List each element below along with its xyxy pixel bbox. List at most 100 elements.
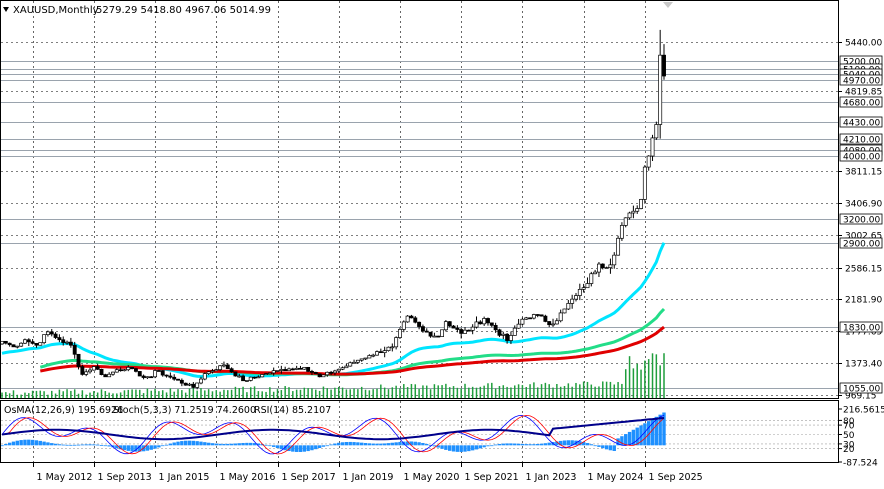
candle-body [562, 308, 567, 314]
candle-body [501, 333, 506, 336]
osma-bar [398, 441, 402, 446]
candle-body [593, 271, 598, 275]
osma-bar [486, 445, 490, 447]
osma-bar [84, 444, 88, 446]
rsi-line [1, 417, 665, 441]
osma-bar [543, 443, 548, 446]
osma-bar [520, 443, 525, 446]
dropdown-triangle-icon[interactable] [3, 7, 9, 12]
osma-bar [153, 445, 157, 449]
osma-bar [226, 443, 230, 446]
chart-shift-marker-icon[interactable] [663, 2, 673, 8]
candle-body [420, 326, 425, 332]
time-tick-label: 1 Sep 2021 [465, 472, 519, 483]
osma-bar [566, 440, 571, 446]
candle-body [233, 371, 238, 377]
osma-bar [50, 443, 54, 446]
price-tick-label: 3002.65 [845, 232, 882, 242]
osma-bar [646, 421, 651, 446]
osma-bar [631, 429, 636, 446]
candle-body [15, 345, 20, 348]
candle-body [3, 340, 8, 344]
candle-body [172, 376, 177, 380]
candle-body [639, 199, 643, 209]
candle-body [650, 137, 655, 157]
candle-body [267, 372, 272, 375]
candle-body [195, 382, 200, 388]
candle-body [283, 369, 288, 372]
osma-bar [578, 441, 582, 446]
symbol-header: XAUUSD,Monthly 5279.29 5418.80 4967.06 5… [3, 5, 271, 16]
candle-body [91, 366, 96, 371]
candle-body [321, 374, 326, 378]
osma-bar [394, 442, 398, 446]
candle-body [612, 254, 617, 266]
time-tick-label: 1 May 2020 [404, 472, 460, 483]
candle-body [371, 354, 376, 357]
price-tick-label: 2586.15 [845, 265, 882, 275]
candle-body [635, 208, 640, 212]
osma-bar [405, 441, 410, 446]
osma-bar [478, 445, 483, 449]
candle-body [581, 287, 586, 290]
time-axis: 1 May 2012 1 Sep 2013 1 Jan 2015 1 May 2016… [33, 462, 703, 483]
osma-bar [482, 445, 486, 448]
moving-average-line [40, 325, 665, 376]
candle-body [662, 54, 666, 77]
candle-body [604, 267, 609, 269]
osma-bar [413, 441, 417, 446]
osma-bar [604, 445, 609, 450]
candle-body [149, 376, 154, 379]
candle-body [38, 342, 43, 346]
candle-body [126, 366, 131, 371]
osma-bar [547, 442, 551, 446]
osma-bar [298, 445, 303, 452]
osma-bar [616, 438, 620, 446]
candle-body [202, 373, 207, 380]
osma-bar [275, 445, 280, 449]
osma-bar [34, 440, 39, 446]
candle-body [133, 368, 138, 372]
osma-bar [329, 444, 333, 446]
osma-bar [69, 444, 73, 446]
time-tick-label: 1 May 2012 [37, 472, 93, 483]
level-price-label: 4000.00 [843, 153, 880, 163]
candle-body [336, 368, 341, 372]
candle-body [103, 374, 108, 378]
candle-body [340, 367, 345, 370]
level-price-tag [839, 150, 883, 162]
osma-bar [375, 443, 379, 446]
time-tick-label: 1 May 2016 [220, 472, 276, 483]
candle-body [344, 365, 349, 369]
candle-body [570, 298, 575, 304]
osma-bar [513, 443, 517, 446]
osma-bar [302, 445, 307, 452]
stoch-signal-line [2, 414, 665, 455]
price-tick-label: 1777.65 [845, 328, 882, 338]
candle-body [107, 373, 112, 378]
candle-body [619, 225, 624, 239]
candle-body [141, 375, 146, 378]
candle-body [111, 371, 115, 375]
osma-bar [252, 443, 257, 446]
candle-body [375, 351, 379, 356]
candle-body [210, 370, 215, 373]
osma-bar [15, 440, 20, 446]
osma-bar [306, 445, 310, 452]
candle-body [332, 370, 337, 374]
candle-body [19, 342, 24, 347]
oscillator-series [0, 412, 838, 455]
candle-body [153, 370, 158, 378]
osma-bar [505, 443, 509, 446]
candle-body [26, 339, 31, 343]
candle-body [654, 124, 659, 139]
candle-body [264, 373, 268, 375]
osma-bar [180, 441, 184, 446]
candle-body [386, 346, 391, 352]
candle-body [298, 367, 303, 370]
osma-bar [562, 440, 567, 446]
osc-tick-label: 30 [843, 440, 855, 450]
candle-body [95, 366, 100, 370]
osma-bar [183, 440, 188, 446]
